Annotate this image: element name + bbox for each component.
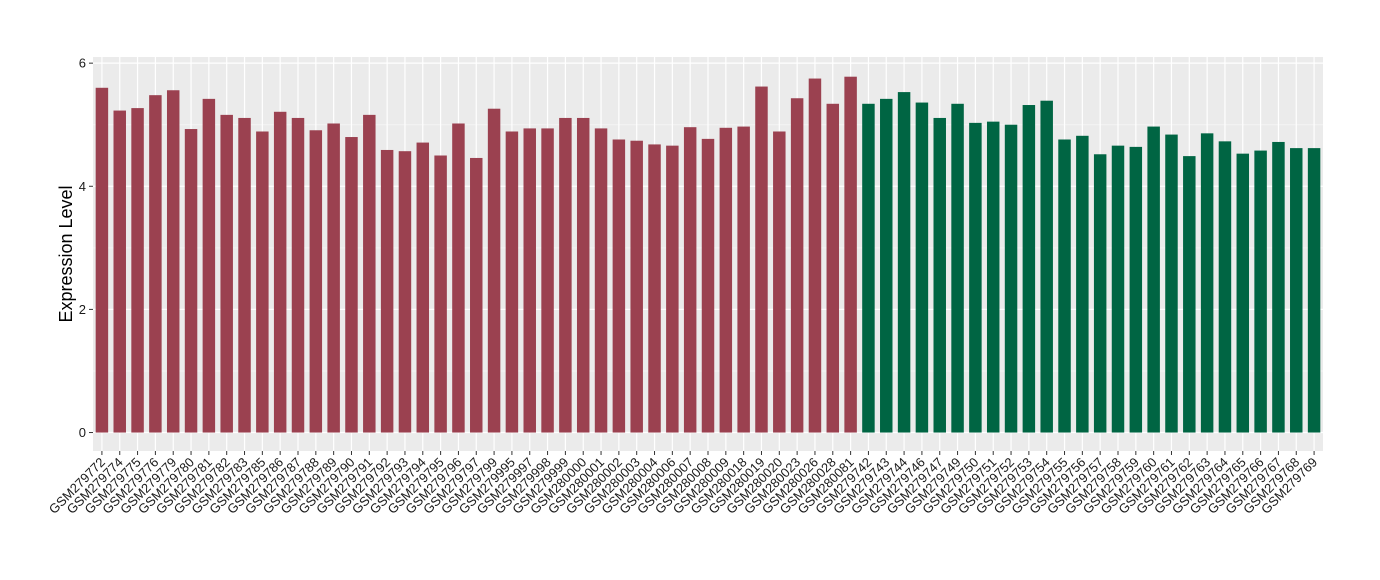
bar-GSM280081 <box>844 76 857 433</box>
bar-GSM279758 <box>1111 145 1125 433</box>
y-tick-label: 4 <box>79 179 86 194</box>
bar-GSM279749 <box>951 103 964 433</box>
bar-GSM280009 <box>719 127 733 433</box>
bar-GSM279788 <box>309 130 323 433</box>
bar-GSM280008 <box>701 138 715 433</box>
bar-GSM279760 <box>1147 126 1160 433</box>
bar-GSM280018 <box>737 126 750 433</box>
bar-GSM279763 <box>1200 133 1214 433</box>
bar-GSM279766 <box>1254 150 1267 433</box>
bar-GSM279781 <box>202 98 216 433</box>
bar-GSM279775 <box>131 108 144 433</box>
bar-GSM279790 <box>345 137 358 433</box>
bar-GSM279791 <box>363 114 376 433</box>
bar-GSM279997 <box>523 128 536 433</box>
bar-GSM279774 <box>113 110 126 433</box>
bar-GSM279759 <box>1129 146 1143 433</box>
bar-GSM280001 <box>594 128 608 433</box>
bar-GSM280002 <box>612 139 626 433</box>
bar-GSM279772 <box>95 87 109 433</box>
bar-GSM279782 <box>220 114 233 433</box>
bar-GSM279799 <box>487 108 501 433</box>
bar-GSM280020 <box>773 131 786 433</box>
y-axis-title: Expression Level <box>56 185 76 322</box>
bars <box>95 76 1321 433</box>
bar-GSM279794 <box>416 142 430 433</box>
bar-GSM280026 <box>808 78 822 433</box>
bar-GSM279752 <box>1004 124 1018 433</box>
bar-GSM279750 <box>969 122 982 433</box>
bar-GSM279756 <box>1076 135 1089 433</box>
bar-GSM279797 <box>470 157 483 433</box>
bar-GSM279754 <box>1040 100 1053 433</box>
bar-GSM280003 <box>630 140 643 433</box>
bar-GSM280007 <box>683 127 697 433</box>
x-axis: GSM279772GSM279774GSM279775GSM279776GSM2… <box>46 451 1320 517</box>
bar-GSM279787 <box>291 117 305 433</box>
bar-GSM279743 <box>880 98 893 433</box>
y-axis: 0 2 4 6 <box>79 56 93 440</box>
bar-GSM279761 <box>1165 134 1178 433</box>
bar-GSM280023 <box>790 98 804 433</box>
bar-GSM280006 <box>666 145 679 433</box>
bar-GSM279747 <box>933 117 946 433</box>
bar-GSM279776 <box>149 95 162 433</box>
y-tick-label: 6 <box>79 56 86 71</box>
y-tick-label: 2 <box>79 302 86 317</box>
bar-GSM279762 <box>1183 156 1196 433</box>
bar-GSM279793 <box>398 151 412 433</box>
bar-GSM279779 <box>166 90 180 433</box>
bar-GSM279746 <box>915 102 929 433</box>
bar-GSM279768 <box>1290 148 1303 433</box>
bar-GSM279796 <box>452 123 465 433</box>
bar-GSM279783 <box>238 117 251 433</box>
bar-GSM280000 <box>576 117 590 433</box>
bar-GSM279999 <box>559 117 572 433</box>
bar-GSM279742 <box>862 103 875 433</box>
bar-GSM279995 <box>505 131 519 433</box>
bar-GSM279764 <box>1218 141 1232 433</box>
bar-GSM279744 <box>897 92 911 433</box>
bar-GSM279998 <box>541 128 554 433</box>
y-tick-label: 0 <box>79 425 86 440</box>
bar-GSM280019 <box>755 86 768 433</box>
bar-GSM279769 <box>1307 148 1321 433</box>
bar-GSM279767 <box>1272 141 1285 433</box>
bar-GSM279757 <box>1093 154 1107 433</box>
bar-GSM279765 <box>1236 153 1250 433</box>
bar-GSM279795 <box>434 155 447 433</box>
bar-GSM279751 <box>986 121 1000 433</box>
bar-GSM279785 <box>256 131 269 433</box>
bar-GSM279786 <box>273 111 287 433</box>
bar-GSM280028 <box>826 103 840 433</box>
bar-GSM279753 <box>1022 105 1036 433</box>
bar-GSM280004 <box>648 144 661 433</box>
bar-GSM279792 <box>380 149 394 433</box>
bar-GSM279755 <box>1058 139 1071 433</box>
bar-GSM279789 <box>327 123 340 433</box>
bar-GSM279780 <box>184 129 198 433</box>
